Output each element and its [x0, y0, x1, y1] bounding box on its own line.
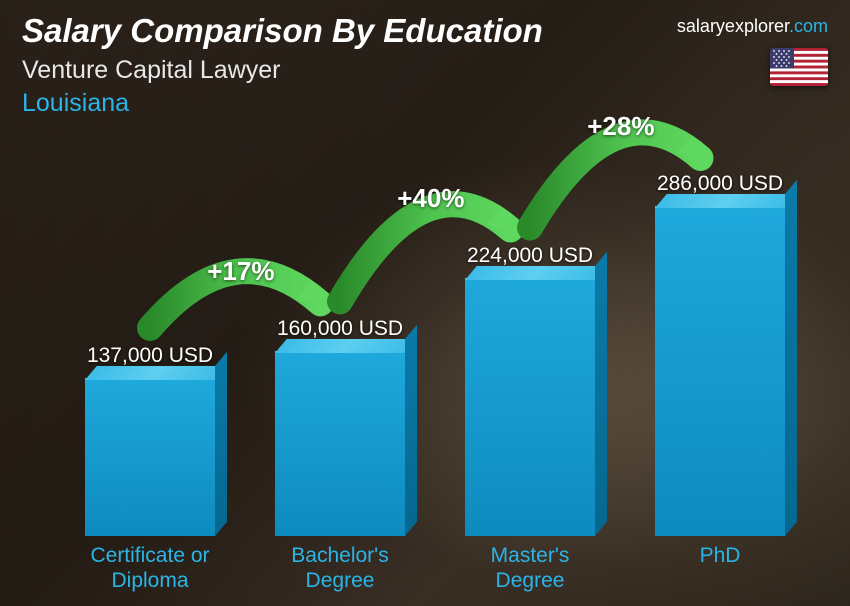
bar-group: 286,000 USD: [645, 172, 795, 536]
x-axis-label: PhD: [630, 543, 810, 568]
x-axis-label: Certificate orDiploma: [60, 543, 240, 593]
chart-area: 137,000 USD 160,000 USD 224,000 USD 286,000…: [40, 140, 790, 536]
bar: [275, 351, 405, 536]
bar: [465, 278, 595, 536]
bar-group: 137,000 USD: [75, 344, 225, 536]
increase-label: +40%: [397, 183, 464, 214]
brand-suffix: .com: [789, 16, 828, 36]
bar-value-label: 137,000 USD: [87, 344, 213, 368]
bar-group: 224,000 USD: [455, 244, 605, 536]
x-axis-labels: Certificate orDiplomaBachelor'sDegreeMas…: [40, 543, 790, 598]
bar-value-label: 160,000 USD: [277, 317, 403, 341]
increase-label: +28%: [587, 111, 654, 142]
bar-value-label: 224,000 USD: [467, 244, 593, 268]
x-axis-label: Master'sDegree: [440, 543, 620, 593]
bar: [85, 378, 215, 536]
bar-group: 160,000 USD: [265, 317, 415, 536]
x-axis-label: Bachelor'sDegree: [250, 543, 430, 593]
increase-label: +17%: [207, 256, 274, 287]
bar-value-label: 286,000 USD: [657, 172, 783, 196]
bar: [655, 206, 785, 536]
